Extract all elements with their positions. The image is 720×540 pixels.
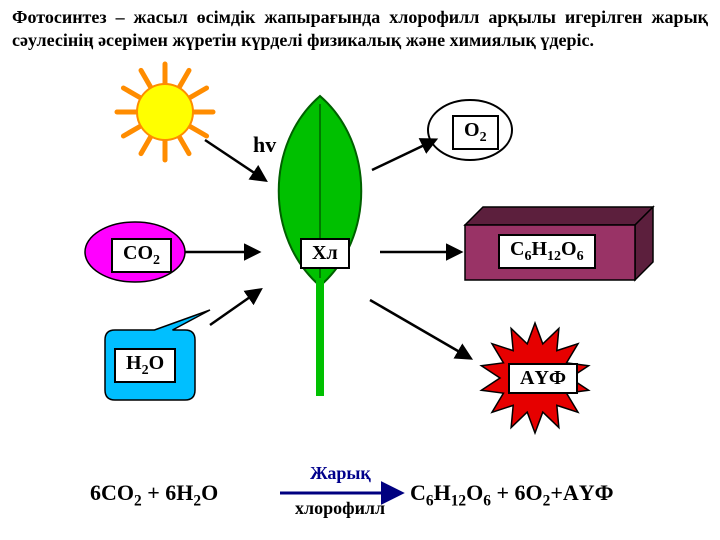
hv-label: hv (253, 132, 276, 158)
diagram-svg (0, 0, 720, 540)
ayf-label: АҮФ (508, 363, 578, 394)
h2o-label: H2O (114, 348, 176, 383)
diagram-stage: { "title_text": "Фотосинтез – жасыл өсім… (0, 0, 720, 540)
o2-label: O2 (452, 115, 499, 150)
xl-label: Хл (300, 238, 350, 269)
glucose-label: C6H12O6 (498, 234, 596, 269)
sun-icon (117, 64, 213, 160)
equation-bottom-label: хлорофилл (295, 498, 385, 519)
equation-right: C6H12O6 + 6O2+АҮФ (410, 480, 614, 510)
co2-label: CO2 (111, 238, 172, 273)
equation-left: 6CO2 + 6H2O (90, 480, 218, 510)
equation-top-label: Жарық (310, 463, 371, 484)
